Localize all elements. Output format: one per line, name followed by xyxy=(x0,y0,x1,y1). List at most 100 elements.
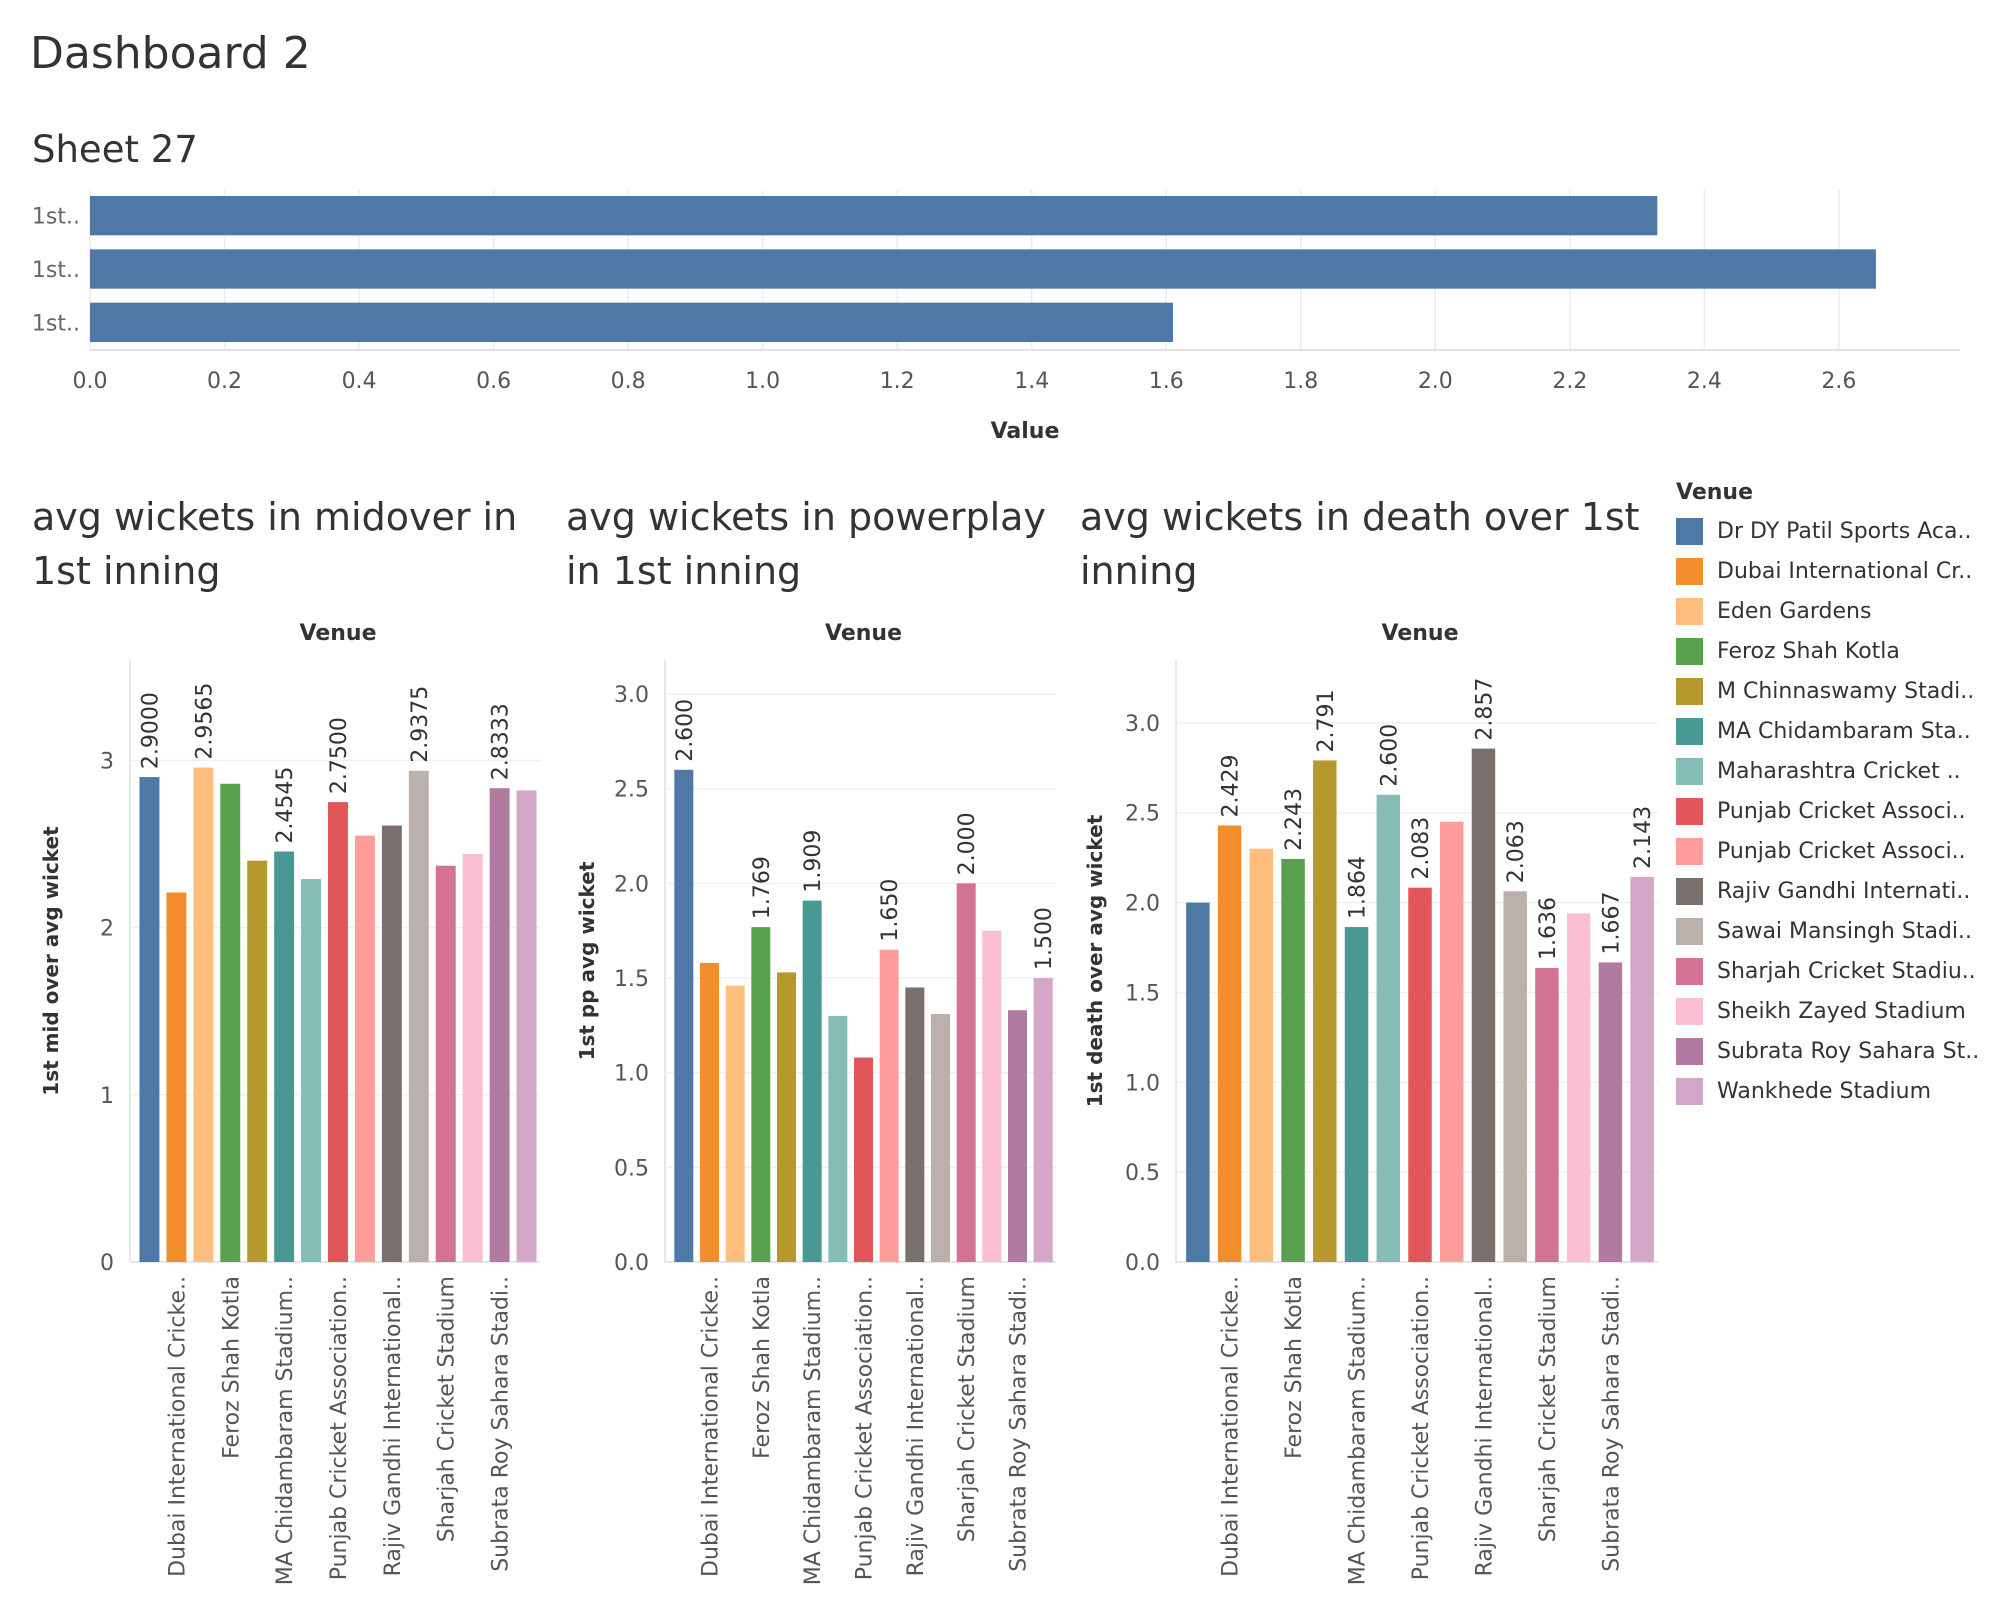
data-label: 2.143 xyxy=(1631,806,1656,869)
legend-item[interactable]: Sharjah Cricket Stadiu.. xyxy=(1676,951,1996,991)
legend-swatch xyxy=(1676,1037,1703,1065)
legend-label: Rajiv Gandhi Internati.. xyxy=(1717,878,1971,904)
y-tick-label: 0 xyxy=(100,1251,114,1276)
legend-item[interactable]: Sheikh Zayed Stadium xyxy=(1676,991,1996,1031)
x-tick-label: 2.2 xyxy=(1552,369,1587,394)
bar xyxy=(1217,825,1242,1262)
midover-bar-chart: Venue 0 1 2 3 1st mid over avg wicket 2.9000 Du… xyxy=(39,621,540,1585)
bar xyxy=(220,783,241,1262)
bar xyxy=(90,302,1173,342)
bar xyxy=(1008,1010,1027,1262)
bar xyxy=(956,883,976,1262)
x-tick-label: 0.8 xyxy=(611,369,646,394)
legend-swatch xyxy=(1676,1077,1703,1105)
legend-label: Punjab Cricket Associ.. xyxy=(1717,798,1966,824)
legend-swatch xyxy=(1676,877,1703,905)
bar xyxy=(777,972,796,1262)
bar xyxy=(879,949,899,1262)
y-tick-label: 3.0 xyxy=(614,683,649,708)
x-tick-label: Punjab Cricket Association.. xyxy=(853,1276,878,1580)
y-tick-label: 3.0 xyxy=(1125,712,1160,737)
x-tick-label: Sharjah Cricket Stadium xyxy=(955,1276,980,1542)
legend-item[interactable]: Punjab Cricket Associ.. xyxy=(1676,791,1996,831)
y-tick-label: 2.5 xyxy=(614,778,649,803)
column-header: Venue xyxy=(300,621,377,646)
x-tick-label: Sharjah Cricket Stadium xyxy=(435,1276,460,1542)
bar xyxy=(751,927,771,1262)
data-label: 2.063 xyxy=(1504,820,1529,883)
column-header: Venue xyxy=(825,621,902,646)
bar xyxy=(1408,887,1432,1262)
x-tick-label: Subrata Roy Sahara Stadi.. xyxy=(489,1276,514,1572)
data-label: 2.600 xyxy=(1377,724,1402,787)
data-label: 1.909 xyxy=(801,830,826,893)
legend-label: Wankhede Stadium xyxy=(1717,1078,1932,1104)
bar xyxy=(1439,821,1464,1262)
x-tick-label: Feroz Shah Kotla xyxy=(219,1276,244,1459)
bar xyxy=(828,1015,848,1262)
y-tick-label: 1st.. xyxy=(32,311,80,336)
bar xyxy=(489,788,510,1262)
legend-item[interactable]: MA Chidambaram Sta.. xyxy=(1676,711,1996,751)
legend-item[interactable]: Eden Gardens xyxy=(1676,591,1996,631)
legend-item[interactable]: Wankhede Stadium xyxy=(1676,1071,1996,1111)
sheet27-bar-chart: 0.0 0.2 0.4 0.6 0.8 1.0 1.2 1.4 1.6 1.8 2.0 2.2 2.4 2… xyxy=(32,190,1960,444)
data-label: 2.429 xyxy=(1219,755,1244,818)
legend-item[interactable]: Maharashtra Cricket .. xyxy=(1676,751,1996,791)
y-tick-label: 1.0 xyxy=(614,1062,649,1087)
legend-label: M Chinnaswamy Stadi.. xyxy=(1717,678,1975,704)
legend-label: Subrata Roy Sahara St.. xyxy=(1717,1038,1980,1064)
y-tick-label: 1 xyxy=(100,1084,114,1109)
x-tick-label: Feroz Shah Kotla xyxy=(1282,1276,1307,1459)
legend-item[interactable]: Sawai Mansingh Stadi.. xyxy=(1676,911,1996,951)
x-tick-label: Subrata Roy Sahara Stadi.. xyxy=(1599,1276,1624,1572)
bar xyxy=(700,962,719,1262)
legend-item[interactable]: Subrata Roy Sahara St.. xyxy=(1676,1031,1996,1071)
data-label: 1.864 xyxy=(1346,856,1371,919)
data-label: 2.9000 xyxy=(138,692,163,769)
legend-item[interactable]: Rajiv Gandhi Internati.. xyxy=(1676,871,1996,911)
x-tick-label: Dubai International Cricke.. xyxy=(699,1276,724,1577)
legend-item[interactable]: M Chinnaswamy Stadi.. xyxy=(1676,671,1996,711)
x-axis-title: Value xyxy=(991,419,1060,444)
chart-title-deathover: avg wickets in death over 1st inning xyxy=(1080,495,1640,593)
bar xyxy=(139,777,160,1262)
legend-swatch xyxy=(1676,597,1703,625)
y-tick-label: 2.0 xyxy=(1125,892,1160,917)
x-tick-label: Dubai International Cricke.. xyxy=(165,1276,190,1577)
legend-swatch xyxy=(1676,997,1703,1025)
data-label: 2.243 xyxy=(1282,788,1307,851)
y-tick-label: 0.5 xyxy=(614,1156,649,1181)
legend-item[interactable]: Feroz Shah Kotla xyxy=(1676,631,1996,671)
data-label: 2.8333 xyxy=(489,703,514,780)
y-tick-label: 0.0 xyxy=(1125,1251,1160,1276)
legend-swatch xyxy=(1676,757,1703,785)
x-tick-label: Rajiv Gandhi International.. xyxy=(904,1276,929,1576)
y-tick-label: 1st.. xyxy=(32,205,80,230)
legend-swatch xyxy=(1676,557,1703,585)
legend-label: Sawai Mansingh Stadi.. xyxy=(1717,918,1972,944)
legend-item[interactable]: Punjab Cricket Associ.. xyxy=(1676,831,1996,871)
sheet-title: Sheet 27 xyxy=(32,128,198,171)
bar xyxy=(1033,978,1053,1262)
data-label: 2.9565 xyxy=(192,683,217,760)
bar xyxy=(1186,902,1210,1262)
legend-item[interactable]: Dr DY Patil Sports Aca.. xyxy=(1676,511,1996,551)
bar xyxy=(381,825,402,1262)
bar xyxy=(166,892,187,1262)
y-tick-label: 1.5 xyxy=(614,967,649,992)
x-tick-label: 1.4 xyxy=(1014,369,1049,394)
bar xyxy=(193,767,214,1262)
legend-item[interactable]: Dubai International Cr.. xyxy=(1676,551,1996,591)
legend-label: Dubai International Cr.. xyxy=(1717,558,1973,584)
chart-title-powerplay: avg wickets in powerplay in 1st inning xyxy=(566,495,1046,593)
x-tick-label: 2.4 xyxy=(1687,369,1722,394)
x-tick-label: 1.6 xyxy=(1149,369,1184,394)
x-tick-label: Punjab Cricket Association.. xyxy=(1409,1276,1434,1580)
data-label: 1.636 xyxy=(1536,897,1561,960)
bar xyxy=(1535,968,1559,1262)
bar xyxy=(328,802,348,1262)
x-tick-label: 2.6 xyxy=(1821,369,1856,394)
bar xyxy=(408,770,429,1262)
y-tick-label: 1st.. xyxy=(32,258,80,283)
